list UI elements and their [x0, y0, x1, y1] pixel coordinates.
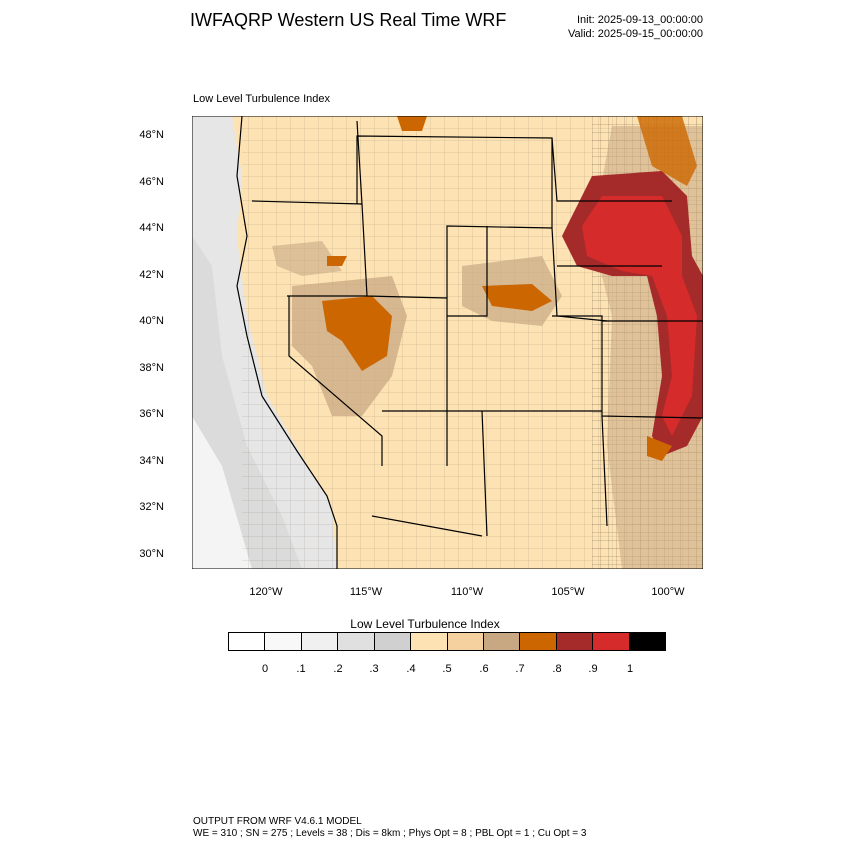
model-config-footer: WE = 310 ; SN = 275 ; Levels = 38 ; Dis … [193, 828, 587, 839]
colorbar-tick-label: 0 [261, 663, 269, 675]
map-panel [192, 116, 703, 569]
map-subtitle: Low Level Turbulence Index [193, 93, 330, 105]
colorbar-swatch [411, 633, 448, 650]
plot-title: IWFAQRP Western US Real Time WRF [190, 10, 507, 30]
lon-label: 105°W [551, 586, 585, 598]
colorbar-tick-label: .1 [296, 663, 306, 675]
lat-label: 48°N [139, 129, 164, 141]
lat-label: 34°N [139, 455, 164, 467]
turbulence-orange [322, 296, 392, 371]
lat-label: 32°N [139, 501, 164, 513]
colorbar [228, 632, 666, 651]
lat-label: 30°N [139, 548, 164, 560]
colorbar-tick-label: .9 [588, 663, 598, 675]
colorbar-tick-label: .8 [552, 663, 562, 675]
colorbar-tick-label: .7 [515, 663, 525, 675]
colorbar-swatch [447, 633, 484, 650]
colorbar-swatch [229, 633, 266, 650]
colorbar-tick-label: .6 [479, 663, 489, 675]
lon-label: 115°W [349, 586, 383, 598]
colorbar-title: Low Level Turbulence Index [350, 617, 500, 631]
lat-label: 36°N [139, 408, 164, 420]
colorbar-swatch [338, 633, 375, 650]
init-time: Init: 2025-09-13_00:00:00 [577, 14, 703, 26]
colorbar-swatch [629, 633, 666, 650]
lon-label: 100°W [651, 586, 685, 598]
colorbar-tick-label: .5 [442, 663, 452, 675]
lat-label: 40°N [139, 315, 164, 327]
colorbar-swatch [374, 633, 412, 650]
valid-time: Valid: 2025-09-15_00:00:00 [568, 28, 703, 40]
state-borders [251, 120, 703, 537]
turbulence-red [582, 196, 697, 436]
colorbar-swatch [483, 633, 521, 650]
colorbar-swatch [301, 633, 339, 650]
lat-label: 42°N [139, 269, 164, 281]
map-svg [192, 116, 703, 569]
lat-label: 46°N [139, 176, 164, 188]
colorbar-swatch [593, 633, 630, 650]
lat-label: 44°N [139, 222, 164, 234]
colorbar-tick-label: .3 [369, 663, 379, 675]
colorbar-tick-label: 1 [626, 663, 634, 675]
lon-label: 120°W [249, 586, 283, 598]
coastline [236, 116, 338, 569]
colorbar-swatch [520, 633, 557, 650]
model-footer: OUTPUT FROM WRF V4.6.1 MODEL [193, 816, 362, 827]
colorbar-tick-label: .4 [406, 663, 416, 675]
colorbar-swatch [265, 633, 302, 650]
colorbar-tick-label: .2 [333, 663, 343, 675]
colorbar-swatch [556, 633, 594, 650]
lat-label: 38°N [139, 362, 164, 374]
lon-label: 110°W [450, 586, 484, 598]
